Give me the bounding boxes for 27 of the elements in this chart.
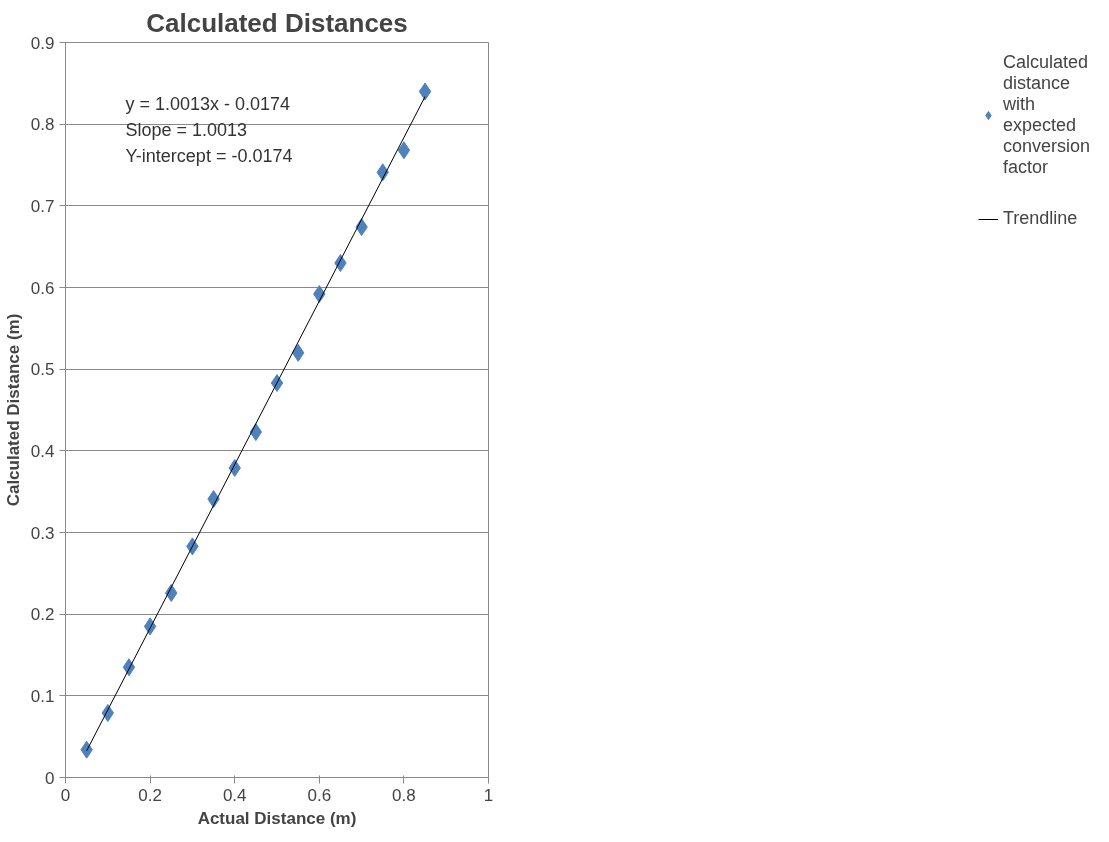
legend-label: Calculated distance with expected conversion factor bbox=[1002, 52, 1090, 178]
y-tick-label: 0.6 bbox=[30, 278, 55, 298]
chart-title: Calculated Distances bbox=[146, 7, 408, 38]
x-tick-label: 0.4 bbox=[222, 785, 247, 805]
y-tick-label: 0.9 bbox=[30, 33, 55, 53]
x-tick-label: 0 bbox=[60, 785, 71, 805]
y-tick-label: 0.5 bbox=[30, 360, 55, 380]
point bbox=[418, 82, 432, 101]
annotation: Y-intercept = -0.0174 bbox=[125, 145, 293, 166]
y-tick-label: 0.7 bbox=[30, 196, 55, 216]
y-tick-label: 0.8 bbox=[30, 115, 55, 135]
y-axis-title: Calculated Distance (m) bbox=[3, 313, 23, 507]
y-tick-label: 0.2 bbox=[30, 605, 55, 625]
x-tick-label: 0.6 bbox=[307, 785, 332, 805]
y-tick-label: 0.4 bbox=[30, 441, 55, 461]
x-tick-label: 1 bbox=[483, 785, 494, 805]
x-tick-label: 0.8 bbox=[392, 785, 416, 805]
y-tick-label: 0.3 bbox=[30, 523, 55, 543]
x-axis-title: Actual Distance (m) bbox=[197, 808, 357, 828]
annotation: y = 1.0013x - 0.0174 bbox=[125, 93, 291, 114]
y-tick-label: 0 bbox=[45, 768, 55, 788]
x-tick-label: 0.2 bbox=[138, 785, 162, 805]
y-tick-label: 0.1 bbox=[30, 686, 55, 706]
point bbox=[291, 343, 305, 362]
annotation: Slope = 1.0013 bbox=[125, 119, 248, 140]
legend-label: Trendline bbox=[1002, 208, 1078, 229]
point bbox=[397, 141, 411, 160]
